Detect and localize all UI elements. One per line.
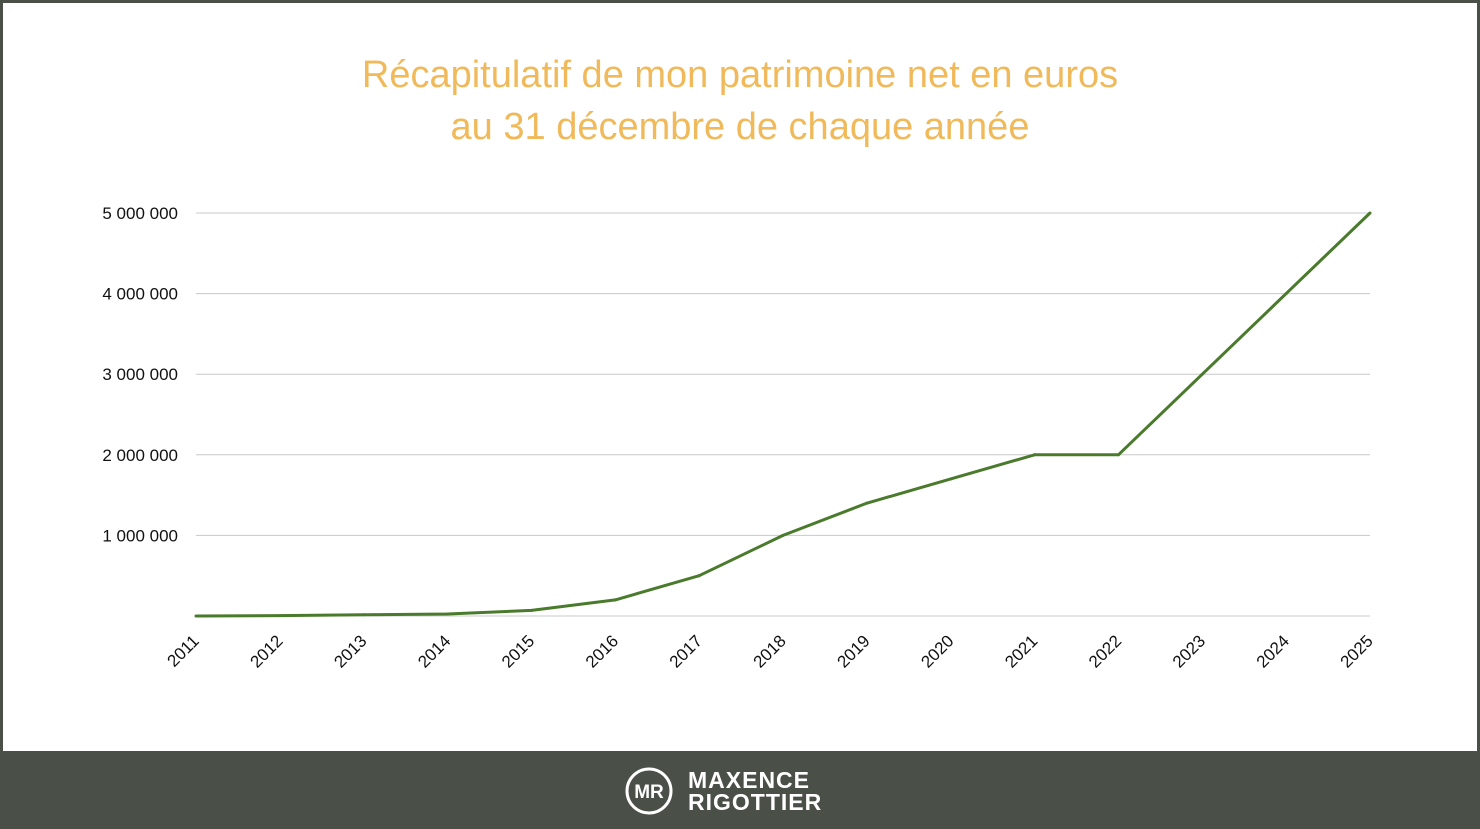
x-tick-label: 2025 (1337, 631, 1377, 671)
slide: Récapitulatif de mon patrimoine net en e… (3, 3, 1477, 751)
data-point (194, 614, 198, 618)
x-axis-ticks: 2011 2012 2013 2014 2015 2016 2017 2018 2019 2020… (164, 631, 1377, 671)
x-tick-label: 2014 (414, 631, 454, 671)
brand-logo-icon: MR (625, 767, 673, 815)
logo-monogram: MR (634, 782, 664, 803)
data-point (1033, 453, 1037, 457)
footer: MR MAXENCE RIGOTTIER (0, 751, 1480, 829)
x-tick-label: 2021 (1001, 631, 1041, 671)
y-tick-label: 5 000 000 (102, 204, 178, 223)
line-chart: 1 000 000 2 000 000 3 000 000 4 000 000 5 00… (102, 204, 1377, 672)
x-tick-label: 2019 (834, 631, 874, 671)
chart-title-line-1: Récapitulatif de mon patrimoine net en e… (361, 54, 1119, 96)
x-tick-label: 2022 (1085, 631, 1125, 671)
brand-line-1: MAXENCE (688, 767, 811, 793)
data-point (362, 613, 366, 617)
y-tick-label: 3 000 000 (102, 365, 178, 384)
series-group (194, 211, 1372, 618)
brand-line-2: RIGOTTIER (688, 789, 823, 815)
x-tick-label: 2024 (1253, 631, 1293, 671)
x-tick-label: 2020 (917, 631, 957, 671)
gridlines (196, 212, 1370, 617)
x-tick-label: 2012 (247, 631, 287, 671)
data-point (529, 608, 533, 612)
data-point (446, 612, 450, 616)
x-tick-label: 2013 (330, 631, 370, 671)
x-tick-label: 2023 (1169, 631, 1209, 671)
y-tick-label: 1 000 000 (102, 526, 178, 545)
brand-name: MAXENCE RIGOTTIER (688, 767, 823, 815)
data-point (865, 501, 869, 505)
series-line (195, 211, 1372, 618)
data-point (697, 574, 701, 578)
x-tick-label: 2015 (498, 631, 538, 671)
data-point (1116, 453, 1120, 457)
chart-title: Récapitulatif de mon patrimoine net en e… (3, 49, 1477, 153)
data-point (613, 598, 617, 602)
data-point (1368, 211, 1372, 215)
x-tick-label: 2011 (164, 631, 203, 670)
y-axis-ticks: 1 000 000 2 000 000 3 000 000 4 000 000 5 00… (102, 204, 178, 545)
x-tick-label: 2016 (582, 631, 622, 671)
x-tick-label: 2017 (666, 631, 706, 671)
y-tick-label: 4 000 000 (102, 285, 178, 304)
data-point (1284, 292, 1288, 296)
data-point (949, 477, 953, 481)
x-tick-label: 2018 (750, 631, 790, 671)
data-point (278, 614, 282, 618)
chart-title-line-2: au 31 décembre de chaque année (450, 106, 1030, 148)
y-tick-label: 2 000 000 (102, 446, 178, 465)
data-point (781, 533, 785, 537)
data-point (1200, 372, 1204, 376)
